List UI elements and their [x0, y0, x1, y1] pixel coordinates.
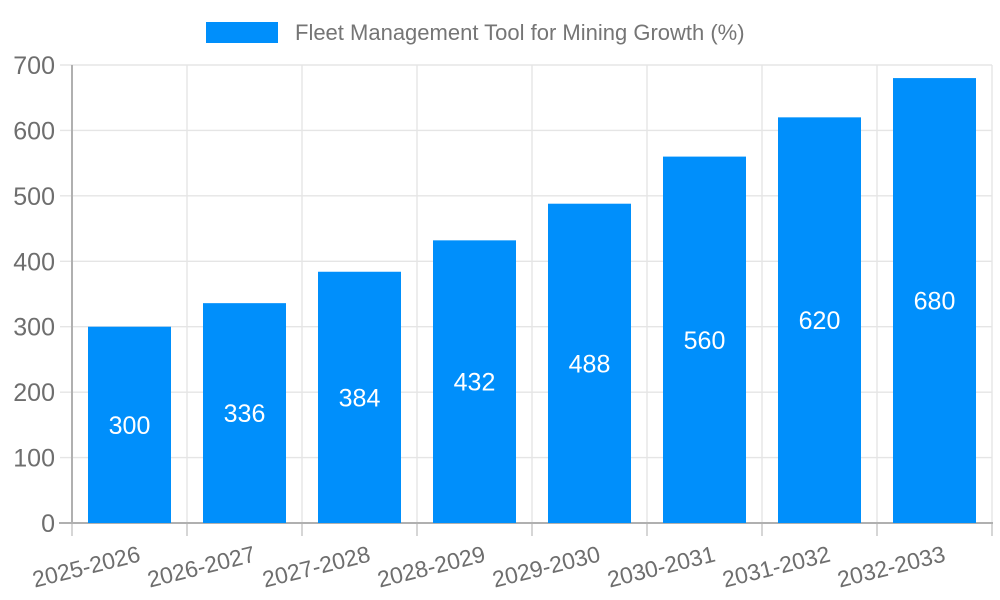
y-axis-tick-label: 600 — [13, 117, 55, 145]
bar-value-label: 560 — [684, 327, 726, 355]
y-axis-tick-label: 300 — [13, 314, 55, 342]
y-axis-tick-label: 100 — [13, 445, 55, 473]
bar-2028-2029[interactable] — [433, 240, 516, 523]
bar-value-label: 336 — [224, 400, 266, 428]
bar-value-label: 384 — [339, 384, 381, 412]
bar-2030-2031[interactable] — [663, 156, 746, 523]
bar-2026-2027[interactable] — [203, 303, 286, 523]
bar-2025-2026[interactable] — [88, 326, 171, 523]
y-axis-tick-label: 700 — [13, 52, 55, 80]
bar-2029-2030[interactable] — [548, 203, 631, 524]
bar-value-label: 620 — [799, 307, 841, 335]
y-axis-tick-label: 200 — [13, 379, 55, 407]
bar-value-label: 488 — [569, 350, 611, 378]
bar-2027-2028[interactable] — [318, 271, 401, 523]
y-axis-tick-label: 0 — [41, 510, 55, 538]
bar-value-label: 432 — [454, 369, 496, 397]
bar-2032-2033[interactable] — [893, 78, 976, 523]
legend-swatch[interactable] — [206, 22, 278, 43]
bar-value-label: 300 — [109, 412, 151, 440]
y-axis-tick-label: 400 — [13, 248, 55, 276]
y-axis-tick-label: 500 — [13, 183, 55, 211]
legend-label[interactable]: Fleet Management Tool for Mining Growth … — [295, 20, 745, 45]
bar-value-label: 680 — [914, 288, 956, 316]
bar-2031-2032[interactable] — [778, 117, 861, 523]
